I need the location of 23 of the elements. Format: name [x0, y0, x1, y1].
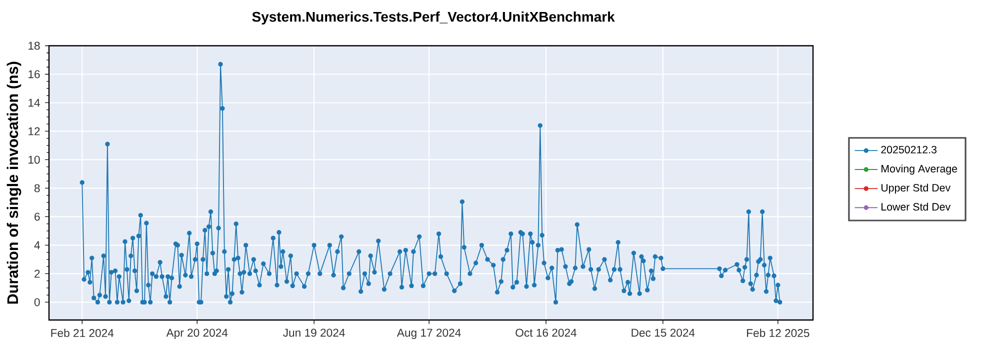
y-tick-label: 0 [34, 298, 40, 306]
y-tick-label: 12 [28, 127, 40, 136]
y-tick-label: 8 [34, 184, 40, 192]
y-axis-title: Duration of single invocation (ns) [6, 62, 22, 304]
x-tick-label: Aug 17 2024 [396, 328, 461, 339]
y-tick-label: 18 [28, 42, 40, 50]
y-tick-label: 14 [28, 98, 40, 107]
x-tick-label: Oct 16 2024 [516, 328, 577, 337]
y-tick-label: 16 [28, 70, 40, 78]
y-tick-label: 10 [28, 156, 40, 164]
chart-title: System.Numerics.Tests.Perf_Vector4.UnitXBenchmark [252, 11, 615, 25]
x-tick-label: Feb 12 2025 [747, 328, 810, 338]
legend-label: Upper Std Dev [881, 184, 951, 194]
legend-label: Lower Std Dev [882, 202, 951, 211]
legend-label: Moving Average [882, 164, 958, 175]
y-tick-label: 6 [34, 212, 40, 221]
x-tick-label: Dec 15 2024 [632, 328, 695, 337]
x-tick-label: Jun 19 2024 [283, 328, 345, 337]
x-tick-label: Feb 21 2024 [51, 328, 114, 338]
legend-label: 20250212.3 [881, 146, 937, 154]
x-tick-label: Apr 20 2024 [166, 328, 228, 339]
y-tick-label: 2 [34, 270, 40, 278]
y-tick-label: 4 [34, 241, 40, 250]
